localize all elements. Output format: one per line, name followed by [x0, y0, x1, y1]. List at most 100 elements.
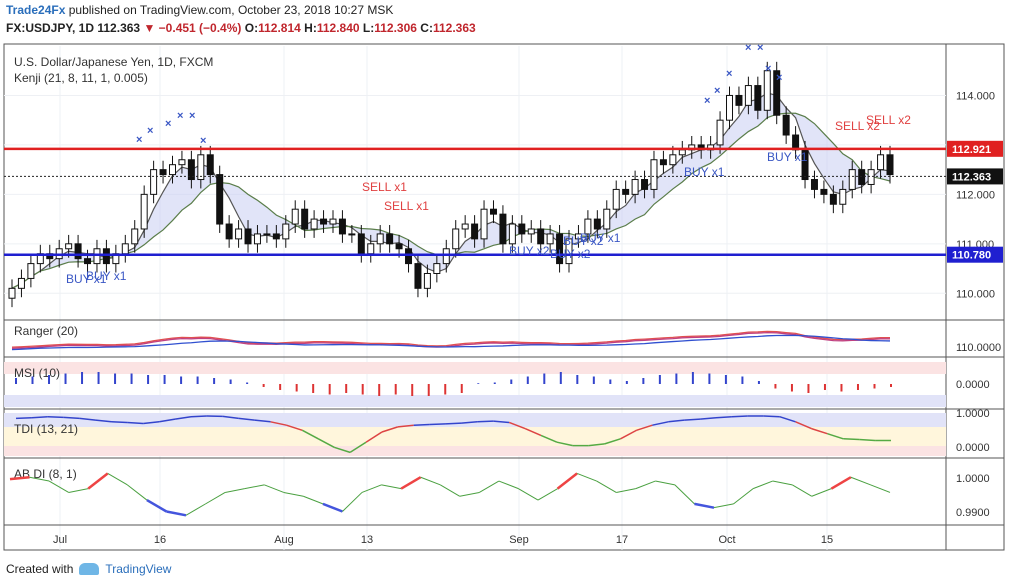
candle-body: [763, 70, 771, 111]
tdi-segment: [413, 423, 430, 426]
abdi-segment: [498, 480, 519, 490]
abdi-segment: [48, 480, 69, 493]
candle-body: [489, 208, 497, 215]
tdi-segment: [286, 424, 303, 432]
candle-body: [565, 238, 573, 265]
ranger-lower-line: [11, 334, 891, 351]
tdi-segment: [827, 432, 844, 440]
buy-signal-label: BUY x2: [550, 247, 591, 261]
abdi-segment: [9, 475, 30, 481]
candle-body: [886, 154, 894, 176]
candle-body: [537, 228, 545, 245]
high-label: H:: [304, 21, 317, 35]
candle-body: [810, 179, 818, 190]
last-price-label: 112.363: [952, 171, 991, 183]
signal-x-marker: ×: [165, 118, 171, 130]
signal-x-marker: ×: [189, 110, 195, 122]
candle-body: [272, 233, 280, 240]
tdi-segment: [254, 419, 271, 423]
sell-signal-label: SELL x2: [835, 119, 880, 133]
abdi-segment: [87, 472, 109, 490]
tdi-segment: [429, 423, 446, 426]
x-tick-label: Oct: [718, 534, 735, 546]
tdi-segment: [111, 421, 128, 424]
candle-body: [84, 258, 92, 265]
tdi-segment: [333, 446, 351, 454]
tdi-segment: [174, 415, 192, 420]
abdi-segment: [439, 484, 461, 497]
low-value: 112.306: [374, 21, 417, 35]
candle-body: [8, 287, 16, 299]
candle-body: [414, 263, 422, 289]
candle-body: [518, 223, 526, 235]
tdi-segment: [731, 415, 748, 418]
candle-body: [678, 149, 686, 156]
candle-body: [93, 248, 101, 265]
x-tick-label: 13: [361, 534, 373, 546]
abdi-segment: [29, 476, 50, 482]
publisher-name[interactable]: Trade24Fx: [6, 3, 66, 17]
abdi-segment: [616, 488, 636, 493]
tdi-segment: [700, 416, 717, 420]
candle-body: [282, 223, 290, 240]
tdi-segment: [779, 415, 796, 423]
candle-body: [225, 223, 233, 240]
candle-body: [603, 208, 611, 230]
open-value: 112.814: [258, 21, 301, 35]
tdi-segment: [445, 422, 462, 425]
abdi-tick-bottom: 0.9900: [956, 507, 990, 519]
tdi-segment: [684, 418, 701, 421]
candle-body: [773, 70, 781, 116]
tdi-segment: [636, 424, 653, 432]
tdi-segment: [843, 438, 860, 441]
tdi-segment: [652, 421, 669, 426]
abdi-segment: [850, 476, 871, 486]
x-tick-label: 15: [821, 534, 833, 546]
chart-title: U.S. Dollar/Japanese Yen, 1D, FXCM: [14, 55, 213, 69]
abdi-segment: [479, 480, 500, 493]
abdi-segment: [185, 503, 206, 516]
abdi-segment: [694, 502, 715, 509]
tdi-segment: [508, 421, 526, 430]
abdi-segment: [283, 491, 304, 497]
candle-body: [735, 94, 743, 106]
candle-body: [235, 228, 243, 240]
candle-body: [405, 248, 413, 265]
candle-body: [320, 218, 328, 225]
candle-body: [386, 233, 394, 245]
tdi-segment: [222, 415, 239, 420]
candle-body: [546, 233, 554, 245]
abdi-segment: [322, 502, 343, 513]
resistance-price-label: 112.921: [952, 144, 991, 156]
tdi-segment: [302, 429, 319, 440]
close-label: C:: [420, 21, 433, 35]
signal-x-marker: ×: [704, 95, 710, 107]
abdi-segment: [733, 488, 754, 505]
buy-signal-label: BUY x1: [66, 272, 107, 286]
tdi-segment: [397, 424, 414, 428]
abdi-segment: [361, 484, 382, 493]
tdi-segment: [604, 438, 621, 445]
x-tick-label: 17: [616, 534, 628, 546]
candle-body: [395, 243, 403, 250]
abdi-segment: [244, 484, 265, 490]
candle-body: [376, 233, 384, 245]
abdi-tick-top: 1.0000: [956, 473, 990, 485]
abdi-segment: [225, 488, 245, 493]
candle-body: [253, 233, 261, 245]
tdi-segment: [159, 418, 176, 423]
tdi-segment: [556, 441, 573, 447]
buy-signal-label: BUY x2: [509, 244, 550, 258]
candle-body: [301, 208, 309, 230]
chart-frame: [3, 43, 1005, 551]
abdi-segment: [870, 484, 891, 493]
candle-body: [622, 188, 630, 195]
tdi-segment: [95, 419, 112, 423]
candle-body: [338, 218, 346, 235]
sell-signal-label: SELL x1: [362, 180, 407, 194]
tdi-tick-bottom: 0.0000: [956, 442, 990, 454]
candle-body: [669, 154, 677, 166]
buy-signal-label: BUY x1: [767, 150, 808, 164]
tradingview-brand-link[interactable]: TradingView: [105, 562, 172, 576]
